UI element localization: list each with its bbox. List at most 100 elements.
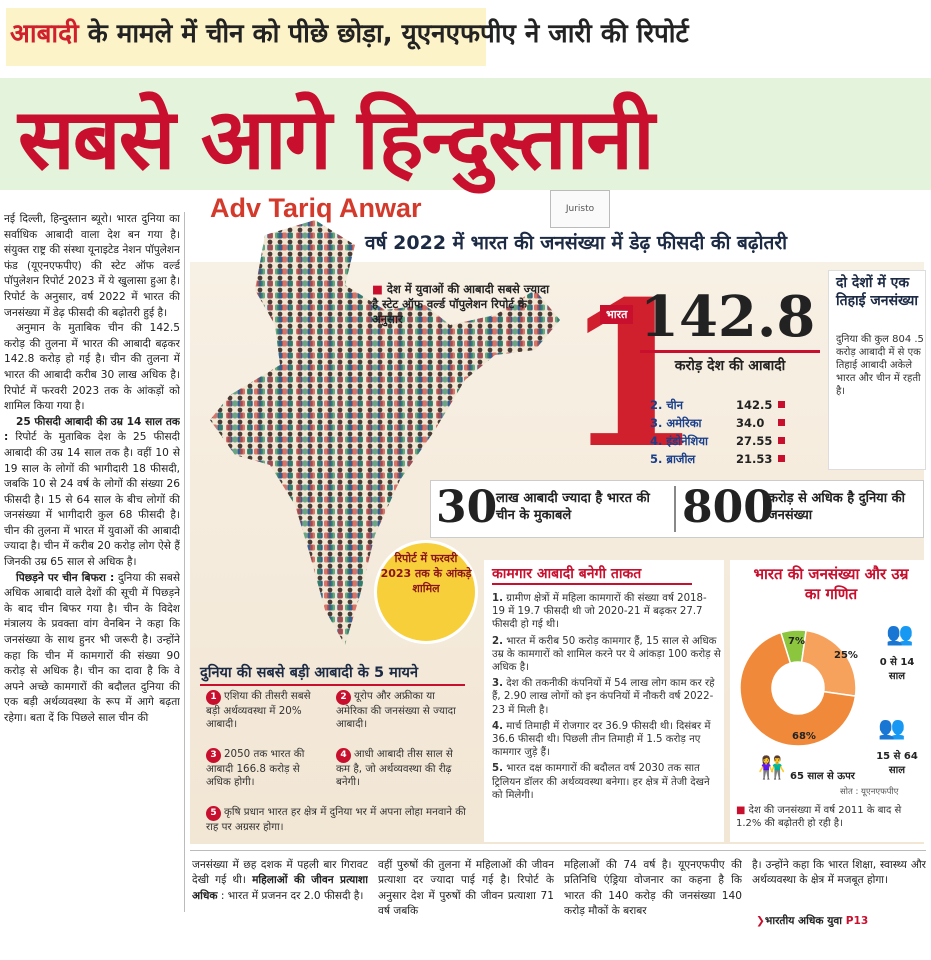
stat-800-text: करोड़ से अधिक है दुनिया की जनसंख्या <box>768 491 905 523</box>
thirds-title: दो देशों में एक तिहाई जनसंख्या <box>836 275 918 309</box>
age-pct-65plus: 7% <box>788 636 805 647</box>
age-label-15-64: 15 से 64 साल <box>876 751 918 776</box>
workers-item-number: 1. <box>492 593 503 604</box>
article-para-2: अनुमान के मुताबिक चीन की 142.5 करोड़ की … <box>4 322 180 413</box>
rank-row-4: 4. इंडोनेशिया 27.55 <box>650 434 790 449</box>
report-badge-text: रिपोर्ट में फरवरी 2023 तक के आंकड़े शामि… <box>380 552 472 595</box>
map-note-text: देश में युवाओं की आबादी सबसे ज्यादा है स… <box>372 282 550 326</box>
column-divider <box>184 212 185 912</box>
age-label-0-14: 0 से 14 साल <box>879 657 915 682</box>
rank-marker-icon <box>778 437 785 444</box>
infographic-subhead: वर्ष 2022 में भारत की जनसंख्या में डेढ़ … <box>365 232 788 254</box>
article-para-3-head: 25 फीसदी आबादी की उम्र 14 साल तक : <box>4 415 180 444</box>
pie-slice-1 <box>739 631 857 747</box>
watermark-logo: Juristo <box>550 190 610 228</box>
age-source: सोत : यूएनएफपीए <box>840 787 899 797</box>
article-para-4-body: दुनिया की सबसे अधिक आबादी वाले देशों की … <box>4 571 180 724</box>
workers-item-number: 3. <box>492 678 503 690</box>
five-meanings-underline <box>200 684 465 686</box>
workers-item-text: भारत दक्ष कामगारों की बदौलत वर्ष 2030 तक… <box>492 763 710 801</box>
bottom-col-2: वहीं पुरुषों की तुलना में महिलाओं की जीव… <box>378 859 554 918</box>
elderly-icon: 👫 <box>758 756 786 781</box>
workers-item-number: 4. <box>492 720 503 732</box>
rank-marker-icon <box>778 419 785 426</box>
workers-title: कामगार आबादी बनेगी ताकत <box>492 566 642 582</box>
meaning-4: 4 आधी आबादी तीस साल से कम है, जो अर्थव्यव… <box>336 748 456 789</box>
workers-item: 3. देश की तकनीकी कंपनियों में 54 लाख लोग… <box>492 677 722 717</box>
page-ref: P13 <box>845 915 869 927</box>
workers-item: 2. भारत में करीब 50 करोड़ कामगार हैं, 15… <box>492 635 722 675</box>
kicker-rest: के मामले में चीन को पीछे छोड़ा, यूएनएफपी… <box>78 19 689 49</box>
rank-row-5: 5. ब्राजील 21.53 <box>650 452 790 467</box>
age-note-text: देश की जनसंख्या में वर्ष 2011 के बाद से … <box>736 805 902 829</box>
continued-text: भारतीय अधिक युवा <box>764 915 842 927</box>
pie-slice-0 <box>800 629 857 697</box>
stat-30-text: लाख आबादी ज्यादा है भारत की चीन के मुकाब… <box>496 491 650 523</box>
meaning-text: यूरोप और अफ्रीका या अमेरिका की जनसंख्या … <box>336 690 456 730</box>
kicker: आबादी के मामले में चीन को पीछे छोड़ा, यू… <box>10 14 689 50</box>
article-para-3: 25 फीसदी आबादी की उम्र 14 साल तक : रिपोर… <box>4 415 180 571</box>
bottom-col-3: महिलाओं की 74 वर्ष है। यूएनएफपीए की प्रत… <box>564 859 742 918</box>
watermark-text: Adv Tariq Anwar <box>210 193 422 223</box>
rank-value: 142.5 <box>736 398 773 412</box>
india-population-label: करोड़ देश की आबादी <box>674 358 786 374</box>
workers-item-number: 5. <box>492 763 503 775</box>
rank-value: 21.53 <box>736 452 773 466</box>
stat-800: 800 <box>682 482 774 533</box>
report-badge <box>374 540 478 644</box>
headline-band <box>0 78 931 190</box>
article-para-3-body: रिपोर्ट के मुताबिक देश के 25 फीसदी आबादी… <box>4 431 180 569</box>
workers-item-text: ग्रामीण क्षेत्रों में महिला कामगारों की … <box>492 593 707 631</box>
rank-row-3: 3. अमेरिका 34.0 <box>650 416 790 431</box>
continued-ref: ❯भारतीय अधिक युवा P13 <box>756 914 868 928</box>
article-para-4-head: पिछड़ने पर चीन बिफरा : <box>16 571 115 584</box>
rank-row-2: 2. चीन 142.5 <box>650 398 790 413</box>
meaning-2: 2 यूरोप और अफ्रीका या अमेरिका की जनसंख्या… <box>336 690 456 731</box>
stats-row <box>430 480 924 538</box>
adults-icon: 👥 <box>878 716 906 741</box>
bottom-col-1-text: जनसंख्या में छह दशक में पहली बार गिरावट … <box>192 859 368 887</box>
stat-30: 30 <box>436 482 498 533</box>
meaning-1: 1 एशिया की तीसरी सबसे बड़ी अर्थव्यवस्था म… <box>206 690 326 731</box>
meaning-number: 4 <box>336 748 351 763</box>
age-pct-0-14: 25% <box>834 650 858 661</box>
rank-marker-icon <box>778 455 785 462</box>
children-icon: 👥 <box>886 622 914 647</box>
meaning-text: एशिया की तीसरी सबसे बड़ी अर्थव्यवस्था मे… <box>206 690 311 730</box>
workers-item-text: देश की तकनीकी कंपनियों में 54 लाख लोग का… <box>492 678 715 716</box>
rank-country: 2. चीन <box>650 398 684 412</box>
rank-country: 3. अमेरिका <box>650 416 702 430</box>
workers-item-text: मार्च तिमाही में रोजगार दर 36.9 फीसदी थी… <box>492 720 711 759</box>
workers-item: 1. ग्रामीण क्षेत्रों में महिला कामगारों … <box>492 592 722 632</box>
left-article: नई दिल्ली, हिन्दुस्तान ब्यूरो। भारत दुनि… <box>4 212 180 928</box>
bottom-divider <box>190 850 926 851</box>
value-underline <box>640 350 820 353</box>
workers-underline <box>492 583 692 585</box>
workers-item: 5. भारत दक्ष कामगारों की बदौलत वर्ष 2030… <box>492 762 722 802</box>
thirds-body: दुनिया की कुल 804 .5 करोड़ आबादी में से … <box>836 334 924 397</box>
meaning-3: 3 2050 तक भारत की आबादी 166.8 करोड़ से अध… <box>206 748 326 789</box>
bottom-col-1-tail: : भारत में प्रजनन दर 2.0 फीसदी है। <box>217 889 364 902</box>
stats-separator <box>674 486 676 532</box>
age-pct-15-64: 68% <box>792 731 816 742</box>
rank-one-country-tag: भारत <box>600 305 634 324</box>
five-meanings-title: दुनिया की सबसे बड़ी आबादी के 5 मायने <box>200 665 418 681</box>
meaning-number: 2 <box>336 690 351 705</box>
bullet-square-icon: ■ <box>372 282 387 296</box>
article-para-1: नई दिल्ली, हिन्दुस्तान ब्यूरो। भारत दुनि… <box>4 213 180 319</box>
rank-value: 34.0 <box>736 416 765 430</box>
thirds-box <box>828 270 926 470</box>
workers-item-text: भारत में करीब 50 करोड़ कामगार हैं, 15 सा… <box>492 635 721 674</box>
arrow-right-icon: ❯ <box>756 915 765 927</box>
meaning-text: आधी आबादी तीस साल से कम है, जो अर्थव्यवस… <box>336 748 453 788</box>
workers-list: 1. ग्रामीण क्षेत्रों में महिला कामगारों … <box>492 592 722 805</box>
india-people-map-icon <box>210 220 560 645</box>
rank-country: 5. ब्राजील <box>650 452 696 466</box>
rank-marker-icon <box>778 401 785 408</box>
kicker-highlight: आबादी <box>10 19 79 49</box>
rank-country: 4. इंडोनेशिया <box>650 434 708 448</box>
bullet-square-icon: ■ <box>736 805 749 816</box>
meaning-text: 2050 तक भारत की आबादी 166.8 करोड़ से अधि… <box>206 748 305 788</box>
article-para-4: पिछड़ने पर चीन बिफरा : दुनिया की सबसे अध… <box>4 571 180 727</box>
meaning-number: 3 <box>206 748 221 763</box>
